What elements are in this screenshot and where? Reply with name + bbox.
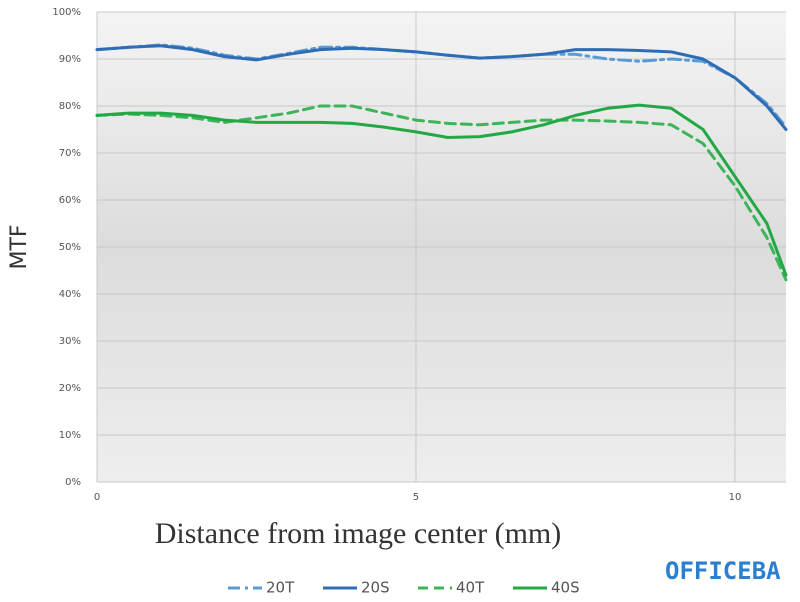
y-tick-label: 70%	[59, 148, 81, 159]
y-tick-label: 10%	[59, 430, 81, 441]
lines	[95, 43, 788, 282]
series-line	[95, 103, 788, 277]
y-tick-label: 80%	[59, 101, 81, 112]
legend: 20T 20S 40T 40S	[228, 579, 580, 597]
grid: 0% 10% 20% 30% 40% 50% 60% 70% 80% 90% 100% 0 5 10	[52, 7, 786, 503]
legend-label: 20T	[266, 579, 295, 597]
legend-label: 40T	[456, 579, 485, 597]
series-line	[95, 44, 788, 131]
y-tick-label: 30%	[59, 336, 81, 347]
y-tick-label: 20%	[59, 383, 81, 394]
x-tick-label: 0	[94, 492, 100, 503]
x-axis-label: Distance from image center (mm)	[155, 517, 562, 550]
series-line	[95, 104, 788, 282]
legend-label: 40S	[551, 579, 580, 597]
y-tick-label: 60%	[59, 195, 81, 206]
y-tick-label: 90%	[59, 54, 81, 65]
legend-label: 20S	[361, 579, 390, 597]
y-tick-label: 100%	[52, 7, 81, 18]
y-tick-label: 50%	[59, 242, 81, 253]
x-tick-label: 10	[729, 492, 742, 503]
y-tick-label: 40%	[59, 289, 81, 300]
watermark: OFFICEBA	[665, 557, 781, 585]
x-tick-label: 5	[413, 492, 419, 503]
y-tick-label: 0%	[65, 477, 81, 488]
y-axis-label: MTF	[7, 224, 32, 269]
